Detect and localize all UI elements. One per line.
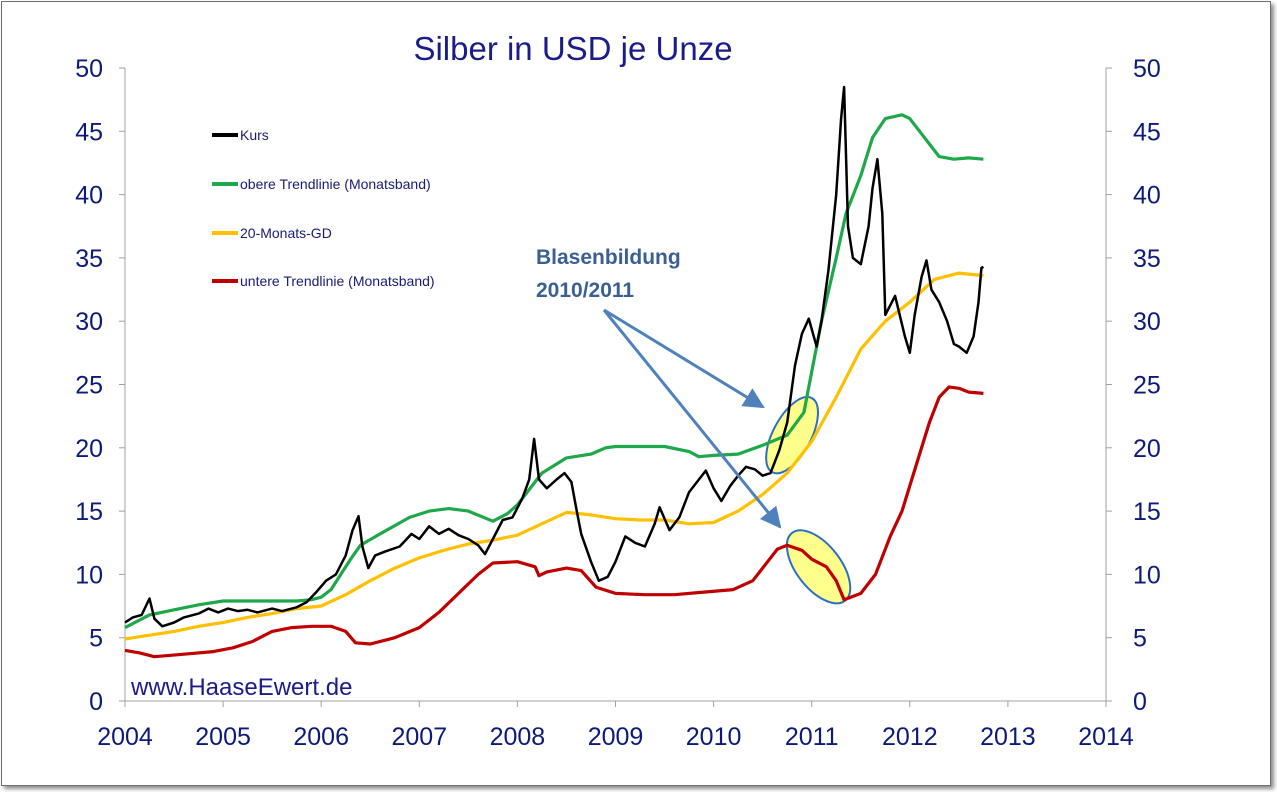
left-y-tick-label: 15 bbox=[75, 498, 103, 526]
left-y-tick-label: 45 bbox=[75, 118, 103, 146]
left-y-tick-label: 40 bbox=[75, 182, 103, 210]
annotation-text-line1: Blasenbildung bbox=[536, 246, 681, 269]
right-y-tick-label: 40 bbox=[1133, 182, 1161, 210]
annotation-arrow-upper bbox=[603, 308, 765, 409]
series-line-kurs bbox=[124, 85, 985, 628]
x-tick-label: 2007 bbox=[391, 723, 447, 751]
legend-label: Kurs bbox=[240, 127, 269, 143]
axes bbox=[119, 67, 1112, 707]
series-lines bbox=[124, 85, 985, 659]
legend-label: 20-Monats-GD bbox=[240, 225, 332, 241]
annotation-text-line2: 2010/2011 bbox=[536, 279, 634, 302]
chart-title: Silber in USD je Unze bbox=[413, 30, 732, 67]
right-y-tick-label: 10 bbox=[1133, 561, 1161, 589]
left-y-tick-label: 10 bbox=[75, 561, 103, 589]
x-tick-label: 2011 bbox=[785, 723, 839, 751]
annotation-arrows bbox=[602, 308, 782, 529]
series-line-gd-20-monate bbox=[124, 271, 984, 641]
legend-label: untere Trendlinie (Monatsband) bbox=[240, 273, 435, 289]
annotation-arrow-lower bbox=[602, 309, 782, 529]
x-tick-label: 2010 bbox=[686, 723, 742, 751]
left-y-tick-label: 0 bbox=[89, 688, 103, 716]
tick-labels: 0 0 5 5 10 10 15 15 20 20 25 25 30 30 35 35 40 40 45 45 50 50… bbox=[75, 55, 1161, 751]
x-tick-label: 2004 bbox=[97, 723, 153, 751]
x-tick-label: 2009 bbox=[588, 723, 644, 751]
left-y-tick-label: 30 bbox=[75, 308, 103, 336]
right-y-tick-label: 0 bbox=[1133, 688, 1147, 716]
x-tick-label: 2014 bbox=[1078, 723, 1134, 751]
highlight-ellipse-lower bbox=[785, 529, 852, 605]
left-y-tick-label: 25 bbox=[75, 372, 103, 400]
series-line-untere-trendlinie bbox=[124, 385, 984, 659]
right-y-tick-label: 5 bbox=[1133, 625, 1147, 653]
x-tick-label: 2008 bbox=[490, 723, 546, 751]
right-y-tick-label: 25 bbox=[1133, 372, 1161, 400]
left-y-tick-label: 20 bbox=[75, 435, 103, 463]
bubble-highlights bbox=[765, 395, 852, 605]
series-line-obere-trendlinie bbox=[124, 113, 984, 630]
watermark-text: www.HaaseEwert.de bbox=[130, 674, 352, 701]
x-tick-label: 2013 bbox=[980, 723, 1036, 751]
legend: Kurs obere Trendlinie (Monatsband) 20-Mona… bbox=[212, 127, 435, 289]
left-y-tick-label: 50 bbox=[75, 55, 103, 83]
right-y-tick-label: 45 bbox=[1133, 118, 1161, 146]
right-y-tick-label: 50 bbox=[1133, 55, 1161, 83]
left-y-tick-label: 35 bbox=[75, 245, 103, 273]
right-y-tick-label: 15 bbox=[1133, 498, 1161, 526]
legend-label: obere Trendlinie (Monatsband) bbox=[240, 176, 431, 192]
right-y-tick-label: 35 bbox=[1133, 245, 1161, 273]
right-y-tick-label: 20 bbox=[1133, 435, 1161, 463]
right-y-tick-label: 30 bbox=[1133, 308, 1161, 336]
x-tick-label: 2006 bbox=[293, 723, 349, 751]
x-tick-label: 2005 bbox=[195, 723, 251, 751]
left-y-tick-label: 5 bbox=[89, 625, 103, 653]
x-tick-label: 2012 bbox=[882, 723, 938, 751]
